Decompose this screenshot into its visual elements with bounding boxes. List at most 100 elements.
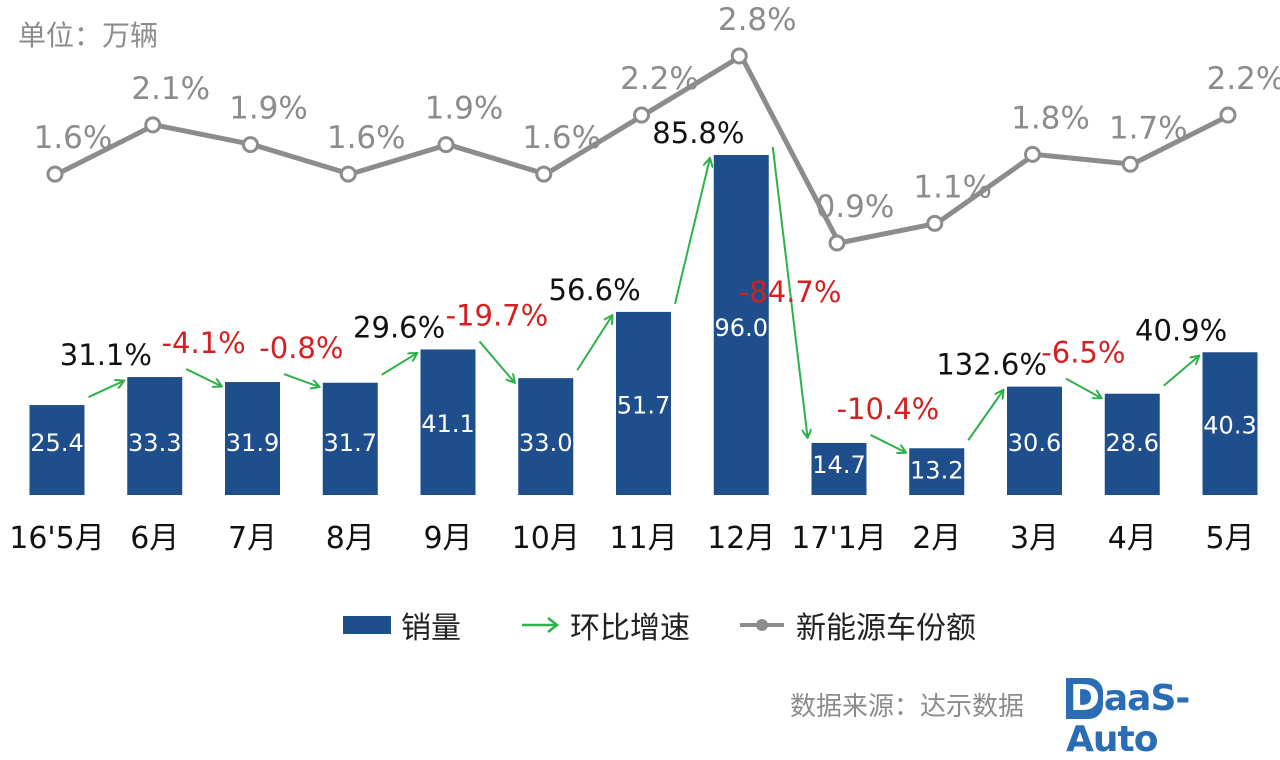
x-tick-label: 2月	[912, 521, 961, 556]
sales-bar	[127, 377, 183, 495]
bar-value-label: 40.3	[1203, 412, 1256, 440]
growth-value-label: -10.4%	[837, 392, 940, 426]
legend-item-share: 新能源车份额	[738, 602, 976, 648]
share-line-layer	[46, 47, 1237, 252]
x-tick-label: 6月	[130, 521, 179, 556]
share-value-label: 2.2%	[1207, 61, 1280, 97]
share-point	[242, 136, 259, 154]
share-value-label: 2.2%	[620, 61, 699, 97]
sales-bar	[420, 349, 476, 495]
share-value-label: 1.1%	[913, 169, 992, 205]
share-value-label: 2.8%	[718, 2, 797, 38]
share-point	[1024, 145, 1041, 163]
growth-arrow	[771, 146, 808, 437]
growth-value-label: 31.1%	[60, 338, 152, 372]
bar-value-label: 31.9	[226, 429, 279, 457]
sales-bar	[909, 448, 965, 495]
sales-chart: 25.4 16'5月 33.3 6月 31.9 7月 31.7 8月 41.1 9月 33.0 10月…	[9, 2, 1280, 556]
growth-arrow	[1163, 356, 1199, 387]
growth-value-label: -19.7%	[446, 298, 549, 332]
bar-value-label: 33.3	[128, 429, 181, 457]
labels-layer: 25.4 16'5月 33.3 6月 31.9 7月 31.7 8月 41.1 9月 33.0 10月…	[9, 2, 1280, 556]
sales-bar	[322, 382, 378, 495]
sales-bar	[29, 405, 85, 495]
x-tick-label: 5月	[1205, 521, 1254, 556]
growth-arrow	[1065, 377, 1101, 398]
sales-bar	[713, 155, 769, 495]
share-value-label: 1.7%	[1109, 110, 1188, 146]
bar-value-label: 14.7	[812, 451, 865, 479]
share-point	[926, 214, 944, 232]
legend-arrow-icon	[522, 617, 560, 633]
share-point	[535, 165, 553, 183]
share-point	[633, 106, 650, 124]
share-point	[1121, 155, 1139, 173]
share-value-label: 1.6%	[327, 120, 406, 156]
x-tick-label: 7月	[228, 521, 277, 556]
sales-bar	[1007, 386, 1062, 495]
share-value-label: 1.6%	[34, 120, 113, 156]
x-tick-label: 10月	[512, 521, 580, 556]
share-point	[144, 116, 162, 134]
bar-value-label: 30.6	[1008, 429, 1061, 457]
share-value-label: 1.8%	[1011, 100, 1090, 136]
share-point	[46, 165, 64, 183]
growth-arrow	[381, 353, 417, 376]
share-value-label: 0.9%	[816, 189, 895, 225]
bar-value-label: 33.0	[519, 429, 572, 457]
source-label: 数据来源：达示数据	[790, 692, 1025, 722]
bar-value-label: 96.0	[715, 314, 768, 342]
growth-arrow	[576, 316, 612, 371]
x-tick-label: 16'5月	[9, 521, 105, 556]
growth-value-label: -0.8%	[259, 331, 343, 365]
x-tick-label: 4月	[1108, 521, 1157, 556]
growth-arrow	[967, 391, 1003, 441]
bar-value-label: 51.7	[617, 391, 670, 419]
growth-value-label: -6.5%	[1041, 336, 1125, 370]
growth-value-label: -84.7%	[739, 275, 842, 309]
x-tick-label: 12月	[707, 521, 775, 556]
bar-value-label: 28.6	[1106, 429, 1159, 457]
growth-arrow	[88, 381, 124, 398]
share-value-label: 1.6%	[522, 120, 601, 156]
logo-letter: D	[1066, 678, 1103, 719]
growth-arrow	[870, 434, 906, 452]
x-tick-label: 9月	[423, 521, 472, 556]
legend-item-growth: 环比增速	[520, 602, 690, 648]
legend-label-sales: 销量	[401, 611, 461, 646]
x-tick-label: 11月	[609, 521, 677, 556]
share-point	[1219, 106, 1237, 124]
growth-arrow-layer	[88, 146, 1199, 452]
legend-label-share: 新能源车份额	[796, 611, 976, 646]
sales-bar	[1202, 352, 1258, 495]
growth-value-label: -4.1%	[162, 326, 246, 360]
sales-bar	[518, 378, 574, 495]
legend-bar-swatch	[343, 616, 391, 634]
x-tick-label: 17'1月	[791, 521, 887, 556]
growth-value-label: 132.6%	[936, 348, 1047, 382]
share-value-label: 1.9%	[425, 91, 504, 127]
growth-value-label: 29.6%	[353, 310, 445, 344]
growth-value-label: 85.8%	[652, 116, 744, 150]
legend: 销量 环比增速 新能源车份额	[0, 602, 1280, 648]
growth-arrow	[283, 373, 319, 387]
bars-layer	[29, 155, 1258, 495]
share-point	[339, 165, 357, 183]
bar-value-label: 13.2	[910, 456, 963, 484]
bar-value-label: 41.1	[421, 410, 474, 438]
share-value-label: 1.9%	[229, 91, 308, 127]
share-value-label: 2.1%	[131, 71, 210, 107]
legend-line-marker-icon	[740, 619, 784, 631]
legend-item-sales: 销量	[343, 602, 461, 648]
x-tick-label: 8月	[326, 521, 375, 556]
growth-value-label: 40.9%	[1135, 313, 1227, 347]
sales-bar	[616, 311, 671, 495]
growth-arrow	[674, 159, 710, 305]
unit-label: 单位：万辆	[18, 19, 159, 52]
sales-bar	[225, 382, 280, 495]
sales-bar	[811, 442, 867, 495]
sales-bar	[1104, 393, 1160, 495]
share-point	[437, 136, 455, 154]
share-point	[730, 47, 748, 65]
